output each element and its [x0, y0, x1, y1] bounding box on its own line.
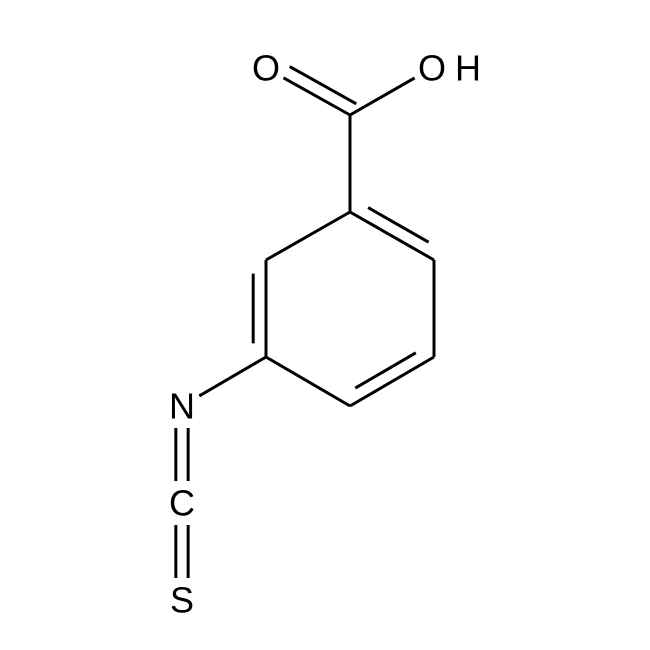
- bond-line: [350, 357, 434, 406]
- bond-line: [355, 353, 415, 388]
- molecule-diagram: OOHNCS: [0, 0, 650, 650]
- atom-label-o: O: [418, 48, 446, 89]
- atom-label-h: H: [455, 48, 481, 89]
- bond-line: [350, 78, 415, 115]
- bond-line: [199, 357, 266, 396]
- atom-label-c: C: [169, 483, 195, 524]
- bond-line: [350, 212, 434, 260]
- bond-line: [368, 208, 428, 243]
- atom-label-s: S: [170, 580, 194, 621]
- atom-label-o: O: [252, 48, 280, 89]
- atom-label-n: N: [169, 386, 195, 427]
- bond-line: [266, 357, 350, 406]
- bond-line: [266, 212, 350, 260]
